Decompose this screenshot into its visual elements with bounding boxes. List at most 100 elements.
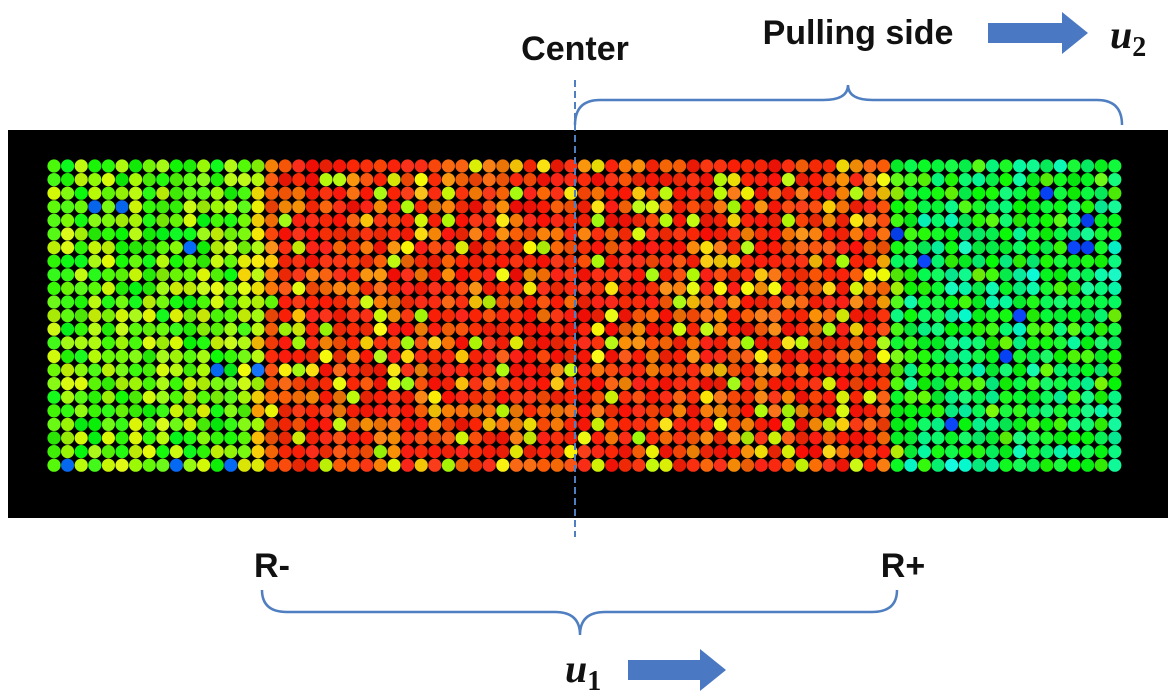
particle [809, 390, 823, 404]
particle [61, 363, 75, 377]
particle [74, 159, 88, 173]
particle [1013, 295, 1027, 309]
particle [645, 431, 660, 445]
particle [632, 377, 646, 391]
particle [577, 363, 592, 377]
particle [727, 309, 741, 323]
particle [74, 336, 88, 350]
particle [1026, 349, 1040, 363]
particle [428, 363, 442, 377]
particle [1081, 254, 1095, 268]
particle [169, 200, 183, 214]
particle [278, 186, 292, 200]
particle [292, 173, 306, 187]
particle [251, 390, 265, 404]
particle [414, 417, 428, 431]
pulling-brace [573, 84, 1124, 126]
particle [632, 431, 646, 445]
particle [931, 445, 945, 459]
particle [224, 417, 238, 431]
particle [1067, 295, 1081, 309]
particle [251, 227, 265, 241]
particle [319, 349, 333, 363]
particle [224, 431, 238, 445]
particle [346, 377, 360, 391]
particle [101, 241, 115, 255]
particle [265, 213, 279, 227]
particle [836, 431, 850, 445]
particle [1081, 445, 1095, 459]
particle [754, 336, 768, 350]
particle [673, 295, 687, 309]
particle [795, 227, 809, 241]
particle [305, 254, 319, 268]
particle [414, 173, 428, 187]
particle [210, 200, 224, 214]
particle [101, 200, 115, 214]
particle [863, 458, 877, 472]
particle [537, 241, 551, 255]
particle [686, 458, 700, 472]
particle [645, 159, 660, 173]
particle [1040, 336, 1054, 350]
particle [509, 159, 523, 173]
particle [129, 213, 143, 227]
particle [713, 404, 728, 418]
particle [1081, 417, 1095, 431]
particle [156, 200, 170, 214]
particle [469, 200, 483, 214]
particle [931, 404, 945, 418]
particle [577, 431, 592, 445]
particle [741, 213, 755, 227]
particle [265, 295, 279, 309]
particle [537, 431, 551, 445]
particle [822, 159, 836, 173]
particle [88, 363, 102, 377]
particle [469, 227, 483, 241]
particle [836, 445, 850, 459]
particle [61, 390, 75, 404]
particle [88, 227, 102, 241]
particle [373, 295, 387, 309]
particle [795, 173, 809, 187]
particle [931, 417, 945, 431]
particle [414, 322, 428, 336]
particle [645, 268, 660, 282]
particle [645, 322, 660, 336]
particle [346, 431, 360, 445]
particle [972, 213, 986, 227]
particle [863, 377, 877, 391]
particle [1067, 173, 1081, 187]
particle [482, 186, 496, 200]
particle [741, 363, 755, 377]
particle [863, 309, 877, 323]
particle [292, 445, 306, 459]
particle [985, 458, 1000, 472]
particle [890, 173, 904, 187]
particle [591, 295, 605, 309]
particle [550, 349, 564, 363]
particle [686, 295, 700, 309]
particle [945, 254, 959, 268]
particle [455, 309, 469, 323]
particle [387, 173, 401, 187]
particle [713, 336, 728, 350]
particle [305, 336, 319, 350]
particle [183, 417, 197, 431]
particle [156, 281, 170, 295]
particle [441, 213, 455, 227]
particle [985, 254, 1000, 268]
particle [550, 417, 564, 431]
particle [1108, 377, 1122, 391]
particle [237, 377, 251, 391]
particle [346, 445, 360, 459]
particle [1067, 309, 1081, 323]
particle [809, 186, 823, 200]
particle [1013, 200, 1027, 214]
particle [346, 268, 360, 282]
particle [917, 159, 932, 173]
particle [482, 322, 496, 336]
particle [455, 186, 469, 200]
particle [741, 404, 755, 418]
particle [822, 227, 836, 241]
